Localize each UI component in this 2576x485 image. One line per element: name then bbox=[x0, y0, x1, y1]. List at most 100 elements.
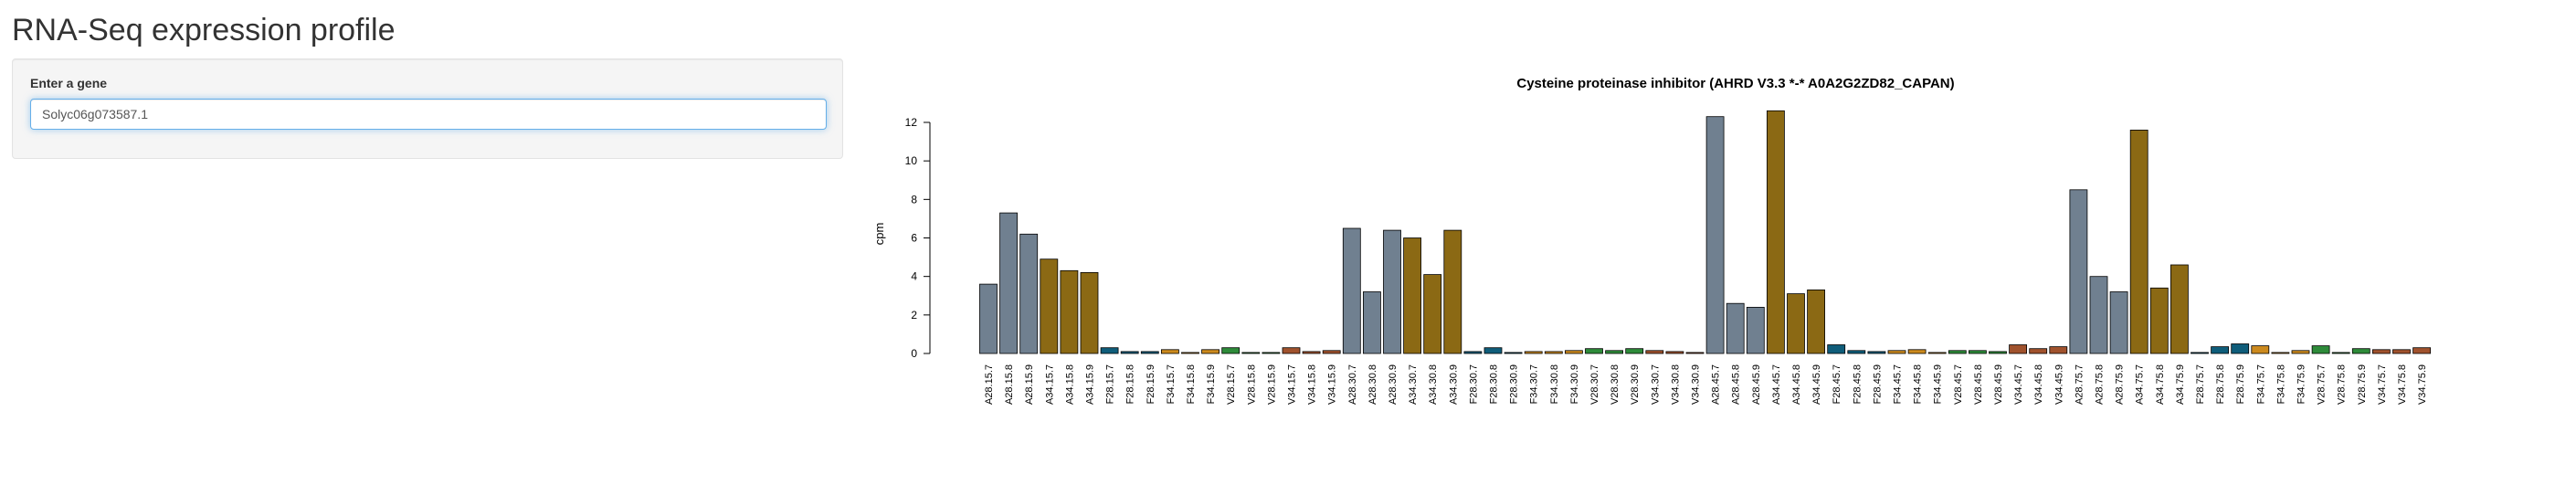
x-tick-label: V28.15.7 bbox=[1226, 364, 1237, 405]
x-tick-label: F28.45.7 bbox=[1832, 364, 1842, 404]
x-tick-label: V34.75.7 bbox=[2377, 364, 2388, 405]
bar bbox=[1645, 350, 1664, 354]
bar bbox=[1080, 271, 1099, 354]
x-tick-label: A34.75.8 bbox=[2155, 364, 2166, 405]
bar bbox=[2149, 287, 2169, 354]
x-tick-label: F34.30.7 bbox=[1529, 364, 1540, 404]
y-tick-label: 6 bbox=[911, 232, 917, 245]
y-axis-label: cpm bbox=[872, 223, 886, 246]
x-tick-label: V34.15.8 bbox=[1307, 364, 1318, 405]
bars bbox=[979, 110, 2431, 354]
x-tick-label: F34.30.8 bbox=[1549, 364, 1560, 404]
x-tick-label: A34.75.9 bbox=[2175, 364, 2186, 405]
bar bbox=[2251, 345, 2270, 354]
bar bbox=[2049, 346, 2068, 354]
y-tick-label: 12 bbox=[905, 116, 918, 129]
bar bbox=[2372, 349, 2391, 354]
bar bbox=[2029, 348, 2048, 354]
bar bbox=[1403, 237, 1421, 354]
bar bbox=[1887, 350, 1906, 354]
bar bbox=[2351, 348, 2370, 354]
x-tick-label: V28.30.9 bbox=[1630, 364, 1641, 405]
bar bbox=[2211, 346, 2229, 354]
y-tick-label: 8 bbox=[911, 193, 917, 206]
bar bbox=[1948, 350, 1967, 354]
x-tick-label: A28.15.9 bbox=[1024, 364, 1035, 405]
expression-bar-chart: Cysteine proteinase inhibitor (AHRD V3.3… bbox=[872, 76, 2431, 405]
x-tick-label: A28.75.8 bbox=[2095, 364, 2106, 405]
x-tick-label: V34.15.9 bbox=[1327, 364, 1338, 405]
bar bbox=[1483, 347, 1503, 354]
gene-input-panel: Enter a gene bbox=[12, 58, 843, 159]
x-tick-label: V34.45.7 bbox=[2013, 364, 2024, 405]
x-tick-label: A28.30.7 bbox=[1347, 364, 1358, 405]
x-tick-label: A34.15.9 bbox=[1085, 364, 1096, 405]
x-tick-label: A28.30.8 bbox=[1367, 364, 1378, 405]
x-tick-label: V28.45.7 bbox=[1953, 364, 1964, 405]
x-tick-label: F34.75.8 bbox=[2275, 364, 2286, 404]
bar bbox=[1746, 306, 1765, 354]
x-tick-label: V28.45.8 bbox=[1973, 364, 1984, 405]
bar bbox=[1201, 349, 1220, 354]
bar bbox=[2412, 347, 2431, 354]
x-tick-labels: A28.15.7 A28.15.8 A28.15.9 A34.15.7 A34.15.8… bbox=[984, 364, 2428, 405]
x-tick-label: V34.75.8 bbox=[2397, 364, 2408, 405]
bar bbox=[1040, 258, 1059, 354]
bar bbox=[1363, 291, 1381, 354]
x-tick-label: V28.75.7 bbox=[2317, 364, 2328, 405]
x-tick-label: F28.30.7 bbox=[1468, 364, 1479, 404]
bar bbox=[1969, 350, 1987, 354]
bar bbox=[1787, 293, 1805, 354]
bar bbox=[1625, 348, 1644, 354]
x-tick-label: A34.30.9 bbox=[1448, 364, 1459, 405]
x-tick-label: A28.45.8 bbox=[1731, 364, 1742, 405]
bar bbox=[1726, 302, 1745, 354]
bar bbox=[1705, 116, 1725, 354]
x-tick-label: F28.45.9 bbox=[1872, 364, 1883, 404]
x-tick-label: V28.75.9 bbox=[2357, 364, 2368, 405]
bar bbox=[1867, 351, 1886, 354]
x-tick-label: F28.15.9 bbox=[1145, 364, 1156, 404]
page-title: RNA-Seq expression profile bbox=[12, 13, 396, 47]
bar bbox=[1342, 227, 1361, 354]
bar bbox=[1221, 347, 1240, 354]
bar bbox=[1060, 269, 1079, 354]
y-tick-label: 2 bbox=[911, 309, 917, 322]
x-tick-label: A34.45.8 bbox=[1791, 364, 1802, 405]
gene-input[interactable] bbox=[30, 99, 827, 130]
x-tick-label: A34.45.9 bbox=[1811, 364, 1822, 405]
x-tick-label: A34.75.7 bbox=[2135, 364, 2146, 405]
bar bbox=[1807, 289, 1825, 354]
bar bbox=[1140, 351, 1159, 354]
x-tick-label: V34.30.8 bbox=[1670, 364, 1681, 405]
x-tick-label: F34.45.8 bbox=[1913, 364, 1924, 404]
bar bbox=[1302, 351, 1321, 354]
bar bbox=[1989, 351, 2007, 354]
x-tick-label: F28.75.8 bbox=[2215, 364, 2226, 404]
x-tick-label: V28.15.9 bbox=[1266, 364, 1277, 405]
bar bbox=[1605, 350, 1623, 354]
y-tick-label: 0 bbox=[911, 347, 917, 360]
x-tick-label: F34.15.7 bbox=[1166, 364, 1177, 404]
x-tick-label: A34.30.7 bbox=[1408, 364, 1419, 405]
x-tick-label: V34.30.7 bbox=[1650, 364, 1661, 405]
x-tick-label: V34.45.9 bbox=[2053, 364, 2064, 405]
bar bbox=[1847, 350, 1866, 354]
x-tick-label: V28.15.8 bbox=[1246, 364, 1257, 405]
bar bbox=[1767, 110, 1785, 354]
y-axis: 0 2 4 6 8 10 12 bbox=[905, 116, 931, 360]
x-tick-label: V34.30.9 bbox=[1691, 364, 1702, 405]
x-tick-label: V34.15.7 bbox=[1287, 364, 1298, 405]
x-tick-label: V28.30.7 bbox=[1589, 364, 1600, 405]
bar bbox=[1443, 229, 1462, 354]
x-tick-label: F28.75.7 bbox=[2195, 364, 2206, 404]
x-tick-label: F34.15.8 bbox=[1186, 364, 1197, 404]
gene-input-label: Enter a gene bbox=[30, 76, 108, 90]
x-tick-label: F34.75.9 bbox=[2296, 364, 2307, 404]
bar bbox=[1585, 348, 1603, 354]
bar bbox=[2291, 350, 2310, 354]
x-tick-label: F34.75.7 bbox=[2255, 364, 2266, 404]
x-tick-label: A34.45.7 bbox=[1771, 364, 1782, 405]
x-tick-label: F28.15.8 bbox=[1125, 364, 1136, 404]
x-tick-label: F34.30.9 bbox=[1569, 364, 1580, 404]
